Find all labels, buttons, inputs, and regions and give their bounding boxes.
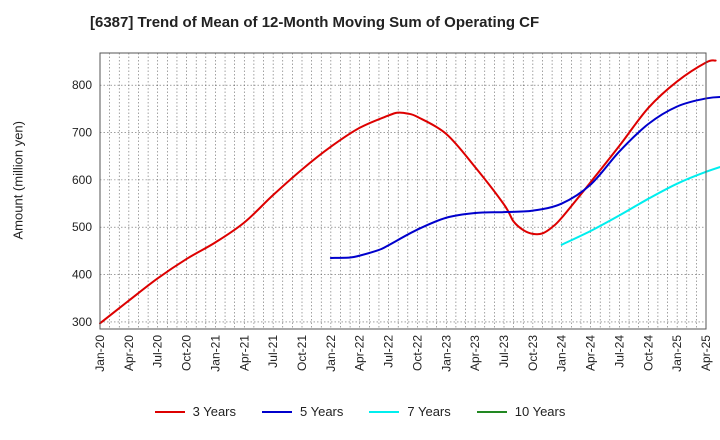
x-tick-label: Jul-22 — [382, 335, 396, 368]
y-tick-label: 500 — [72, 220, 92, 234]
x-tick-label: Apr-24 — [584, 335, 598, 371]
legend-label: 7 Years — [407, 404, 451, 419]
legend-swatch — [369, 410, 400, 413]
x-tick-label: Oct-24 — [641, 335, 655, 371]
x-tick-label: Apr-25 — [699, 335, 713, 371]
legend-label: 10 Years — [514, 404, 566, 419]
plot-area — [100, 53, 706, 329]
legend-item: 3 Years — [154, 404, 236, 419]
x-tick-label: Jan-22 — [324, 335, 338, 372]
x-tick-label: Oct-21 — [295, 335, 309, 371]
y-tick-label: 400 — [72, 268, 92, 282]
x-tick-label: Apr-20 — [122, 335, 136, 371]
series-line-5-years — [329, 95, 720, 259]
legend-swatch — [262, 410, 292, 413]
x-tick-label: Jan-23 — [439, 335, 453, 372]
y-tick-label: 600 — [72, 173, 92, 187]
x-tick-label: Apr-23 — [468, 335, 482, 371]
grid — [100, 53, 706, 329]
series-line-3-years — [99, 59, 717, 325]
y-tick-label: 800 — [72, 78, 92, 92]
x-tick-label: Apr-21 — [237, 335, 251, 371]
legend-swatch — [476, 410, 507, 413]
y-tick-label: 300 — [72, 315, 92, 329]
x-tick-label: Jul-23 — [497, 335, 511, 368]
legend: 3 Years 5 Years 7 Years 10 Years — [0, 404, 720, 419]
x-tick-label: Oct-22 — [410, 335, 424, 371]
x-tick-label: Apr-22 — [353, 335, 367, 371]
x-ticks: Jan-20 Apr-20 Jul-20 Oct-20 Jan-21 Apr-21 Jul-… — [93, 335, 713, 372]
x-tick-label: Jul-21 — [266, 335, 280, 368]
x-tick-label: Jul-24 — [612, 335, 626, 368]
chart-title: [6387] Trend of Mean of 12-Month Moving … — [90, 14, 540, 31]
legend-item: 5 Years — [262, 404, 343, 419]
legend-item: 7 Years — [369, 404, 451, 419]
chart-plot: 300 400 500 600 700 800 Jan-20 Apr-20 Jul-20 Oct… — [72, 52, 720, 372]
legend-item: 10 Years — [476, 404, 566, 419]
plot-frame — [99, 52, 707, 330]
legend-swatch — [154, 410, 185, 413]
x-tick-label: Oct-20 — [180, 335, 194, 371]
y-tick-label: 700 — [72, 126, 92, 140]
x-tick-label: Jan-24 — [555, 335, 569, 372]
legend-label: 5 Years — [300, 404, 344, 419]
x-tick-label: Oct-23 — [526, 335, 540, 371]
x-tick-label: Jan-20 — [93, 335, 107, 372]
legend-label: 3 Years — [192, 404, 236, 419]
x-tick-label: Jan-25 — [670, 335, 684, 372]
y-ticks: 300 400 500 600 700 800 — [72, 78, 92, 329]
x-tick-label: Jan-21 — [208, 335, 222, 372]
x-tick-label: Jul-20 — [151, 335, 165, 368]
